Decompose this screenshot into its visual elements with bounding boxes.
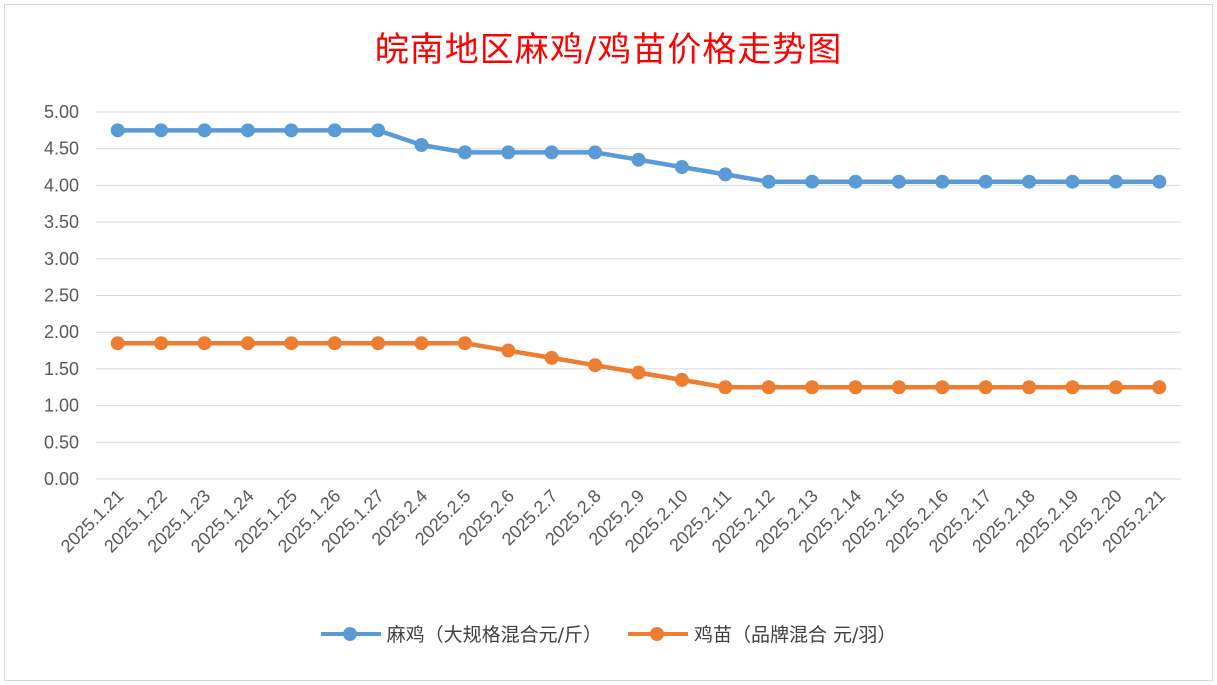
series-line-2 (115, 340, 1162, 390)
data-point-series-1 (284, 123, 299, 138)
x-axis-ticks: 2025.1.212025.1.222025.1.232025.1.242025… (57, 486, 1169, 557)
data-point-series-2 (501, 343, 516, 358)
data-point-series-2 (805, 380, 820, 395)
data-point-series-2 (1065, 380, 1080, 395)
gridlines (96, 111, 1181, 480)
data-point-series-1 (718, 167, 733, 182)
legend-label-series-1: 麻鸡（大规格混合元/斤） (386, 624, 602, 646)
y-tick-label: 5.00 (44, 102, 79, 122)
data-point-series-1 (848, 174, 863, 189)
data-point-series-1 (327, 123, 342, 138)
y-tick-label: 2.00 (44, 322, 79, 342)
data-point-series-2 (978, 380, 993, 395)
legend: 麻鸡（大规格混合元/斤） 鸡苗（品牌混合 元/羽） (0, 620, 1217, 647)
data-point-series-2 (544, 350, 559, 365)
y-tick-label: 1.50 (44, 359, 79, 379)
data-point-series-1 (501, 145, 516, 160)
data-point-series-1 (891, 174, 906, 189)
y-tick-label: 4.50 (44, 139, 79, 159)
data-point-series-2 (1152, 380, 1167, 395)
data-point-series-2 (761, 380, 776, 395)
series-group (110, 123, 1167, 395)
y-tick-label: 3.00 (44, 249, 79, 269)
legend-marker-series-2 (649, 626, 664, 641)
data-point-series-1 (457, 145, 472, 160)
data-point-series-2 (674, 372, 689, 387)
data-point-series-2 (631, 365, 646, 380)
data-point-series-2 (110, 336, 125, 351)
data-point-series-2 (718, 380, 733, 395)
data-point-series-2 (327, 336, 342, 351)
data-point-series-1 (1022, 174, 1037, 189)
data-point-series-1 (588, 145, 603, 160)
data-point-series-1 (978, 174, 993, 189)
data-point-series-2 (284, 336, 299, 351)
data-point-series-2 (891, 380, 906, 395)
data-point-series-1 (674, 160, 689, 175)
data-point-series-2 (1022, 380, 1037, 395)
data-point-series-1 (631, 152, 646, 167)
data-point-series-2 (457, 336, 472, 351)
data-point-series-2 (1108, 380, 1123, 395)
data-point-series-1 (805, 174, 820, 189)
chart-title: 皖南地区麻鸡/鸡苗价格走势图 (374, 30, 843, 70)
data-point-series-1 (1065, 174, 1080, 189)
data-point-series-2 (588, 358, 603, 373)
y-tick-label: 0.50 (44, 432, 79, 452)
data-point-series-2 (240, 336, 255, 351)
legend-swatch-series-1 (320, 626, 381, 641)
data-point-series-2 (935, 380, 950, 395)
data-point-series-1 (414, 138, 429, 153)
data-point-series-2 (371, 336, 386, 351)
data-point-series-1 (935, 174, 950, 189)
legend-swatch-series-2 (627, 626, 688, 641)
y-axis-ticks: 0.00 0.50 1.00 1.50 2.00 2.50 3.00 3.50 4.00 4.50… (44, 102, 79, 489)
data-point-series-1 (1152, 174, 1167, 189)
data-point-series-1 (110, 123, 125, 138)
data-point-series-1 (761, 174, 776, 189)
data-point-series-1 (197, 123, 212, 138)
y-tick-label: 4.00 (44, 175, 79, 195)
y-tick-label: 0.00 (44, 469, 79, 489)
data-point-series-1 (154, 123, 169, 138)
legend-item-series-1: 麻鸡（大规格混合元/斤） (320, 620, 602, 647)
data-point-series-2 (154, 336, 169, 351)
data-point-series-2 (414, 336, 429, 351)
data-point-series-1 (240, 123, 255, 138)
data-point-series-2 (848, 380, 863, 395)
legend-label-series-2: 鸡苗（品牌混合 元/羽） (693, 624, 897, 646)
y-tick-label: 3.50 (44, 212, 79, 232)
legend-marker-series-1 (342, 626, 357, 641)
data-point-series-1 (1108, 174, 1123, 189)
y-tick-label: 1.00 (44, 396, 79, 416)
data-point-series-2 (197, 336, 212, 351)
y-tick-label: 2.50 (44, 286, 79, 306)
legend-item-series-2: 鸡苗（品牌混合 元/羽） (627, 620, 897, 647)
data-point-series-1 (544, 145, 559, 160)
data-point-series-1 (371, 123, 386, 138)
